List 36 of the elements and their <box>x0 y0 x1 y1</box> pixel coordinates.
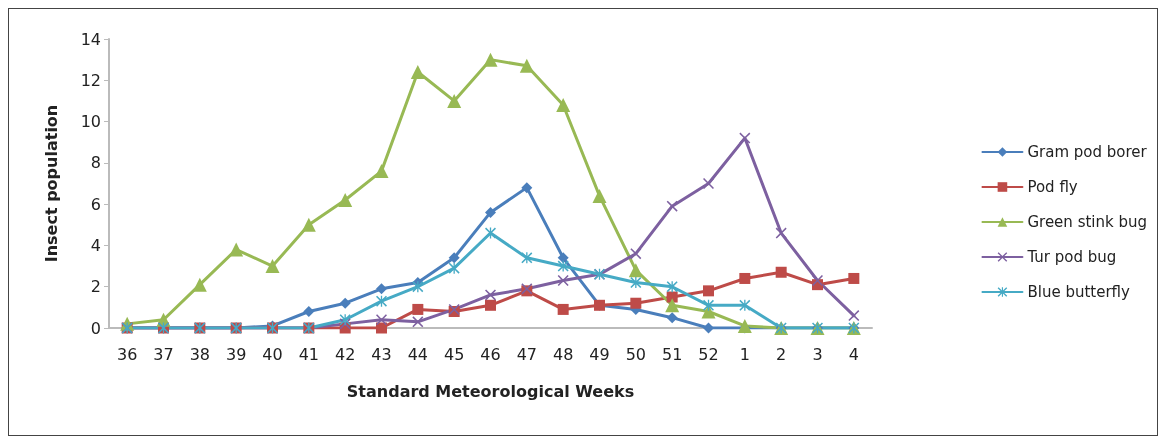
legend-label: Gram pod borer <box>1027 143 1148 161</box>
legend-label: Blue butterfly <box>1027 283 1131 301</box>
y-tick-label: 10 <box>80 112 101 132</box>
x-tick-label: 45 <box>443 344 465 364</box>
x-tick-label: 38 <box>189 344 211 364</box>
x-tick-label: 40 <box>262 344 283 364</box>
y-tick-label: 14 <box>80 29 101 49</box>
legend-label: Tur pod bug <box>1026 248 1117 266</box>
x-tick-label: 3 <box>812 344 823 364</box>
legend-label: Green stink bug <box>1027 213 1148 231</box>
legend-label: Pod fly <box>1027 178 1078 196</box>
x-tick-label: 44 <box>407 344 429 364</box>
y-tick-label: 2 <box>90 277 101 297</box>
x-tick-label: 36 <box>116 344 138 364</box>
x-tick-label: 52 <box>698 344 719 364</box>
y-tick-label: 12 <box>80 70 101 90</box>
y-axis-title: Insect population <box>41 104 61 263</box>
y-tick-label: 8 <box>90 153 101 173</box>
x-tick-label: 37 <box>153 344 174 364</box>
x-tick-label: 39 <box>225 344 247 364</box>
y-tick-label: 4 <box>90 235 101 255</box>
x-tick-label: 42 <box>334 344 356 364</box>
y-tick-label: 6 <box>90 194 101 214</box>
x-tick-label: 46 <box>480 344 501 364</box>
x-tick-label: 41 <box>298 344 320 364</box>
x-tick-label: 1 <box>739 344 750 364</box>
x-tick-label: 49 <box>589 344 610 364</box>
x-tick-label: 4 <box>848 344 859 364</box>
x-tick-label: 51 <box>661 344 683 364</box>
x-tick-label: 47 <box>516 344 538 364</box>
x-tick-label: 48 <box>552 344 574 364</box>
x-axis-title: Standard Meteorological Weeks <box>346 381 635 401</box>
x-tick-label: 2 <box>776 344 787 364</box>
x-tick-label: 43 <box>371 344 392 364</box>
y-tick-label: 0 <box>90 318 101 338</box>
x-tick-label: 50 <box>625 344 647 364</box>
